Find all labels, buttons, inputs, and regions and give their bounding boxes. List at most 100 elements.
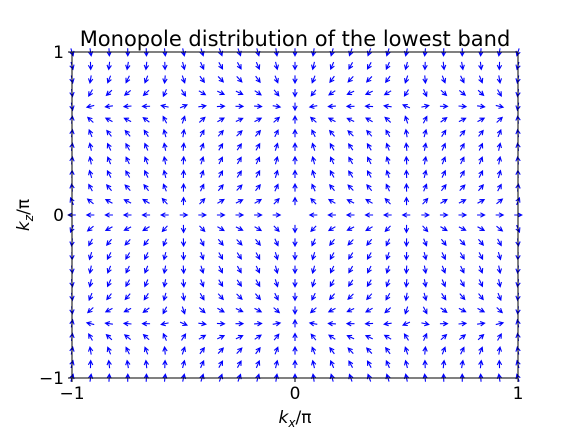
quiver-arrow [198,103,207,110]
quiver-arrow [348,360,354,368]
quiver-arrow [311,142,317,151]
quiver-arrow [236,239,243,246]
quiver-arrow [143,265,149,274]
quiver-arrow [122,212,132,218]
quiver-arrow [309,307,317,314]
quiver-arrow [329,346,335,355]
quiver-arrow [123,226,132,231]
quiver-arrow [180,169,187,179]
quiver-arrow [366,293,373,301]
quiver-arrow [292,61,298,71]
quiver-arrow [329,265,335,274]
quiver-arrow [255,279,261,288]
quiver-arrow [143,61,150,71]
quiver-arrow [236,252,242,260]
quiver-arrow [422,128,428,138]
quiver-arrow [273,359,279,369]
quiver-arrow [236,184,243,191]
quiver-arrow [162,169,168,179]
quiver-arrow [162,238,168,247]
quiver-arrow [254,226,263,232]
quiver-arrow [162,75,168,85]
quiver-arrow [421,212,431,218]
quiver-arrow [85,321,95,327]
quiver-arrow [385,252,391,261]
quiver-arrow [345,103,355,110]
x-axis-label: kx/π [279,408,312,430]
quiver-arrow [162,89,168,98]
quiver-arrow [422,292,428,302]
quiver-arrow [159,212,169,218]
quiver-arrow [236,347,243,354]
quiver-arrow [422,265,428,275]
quiver-arrow [218,156,223,165]
y-tick-label: 0 [53,206,64,226]
quiver-arrow [273,61,279,71]
quiver-arrow [273,129,279,138]
quiver-arrow [273,183,279,192]
quiver-arrow [385,142,391,151]
quiver-arrow [329,169,335,178]
quiver-arrow [292,89,298,98]
quiver-arrow [346,307,355,313]
quiver-arrow [440,198,448,204]
quiver-arrow [311,155,317,165]
quiver-arrow [142,333,150,341]
quiver-arrow [236,360,242,368]
quiver-arrow [125,346,131,355]
quiver-arrow [217,347,225,354]
quiver-arrow [273,75,279,84]
quiver-arrow [403,142,410,151]
quiver-arrow [236,156,242,165]
quiver-arrow [104,199,113,204]
quiver-arrow [273,197,280,205]
quiver-arrow [364,212,374,218]
quiver-arrow [106,75,112,84]
quiver-arrow [365,76,373,83]
quiver-arrow [366,279,372,288]
quiver-arrow [255,169,261,178]
quiver-arrow [328,293,336,301]
quiver-arrow [459,61,465,71]
quiver-arrow [441,156,447,165]
quiver-arrow [440,61,447,71]
quiver-arrow [496,345,503,355]
quiver-arrow [236,293,243,300]
quiver-arrow [292,142,298,151]
quiver-arrow [365,347,373,354]
quiver-arrow [142,307,150,313]
quiver-arrow [365,226,373,232]
quiver-arrow [345,212,355,218]
quiver-arrow [180,196,187,206]
quiver-arrow [162,142,168,151]
quiver-arrow [273,142,279,151]
quiver-arrow [292,102,298,112]
quiver-arrow [254,103,263,110]
quiver-arrow [122,103,132,109]
quiver-arrow [441,279,447,288]
quiver-arrow [441,346,447,355]
quiver-arrow [459,265,465,274]
quiver-arrow [404,306,410,315]
quiver-arrow [292,224,298,234]
quiver-arrow [478,129,484,137]
quiver-arrow [329,252,335,261]
quiver-arrow [255,75,261,84]
quiver-arrow [104,307,113,313]
quiver-arrow [218,169,224,178]
quiver-arrow [496,128,502,138]
quiver-arrow [218,252,224,261]
y-tick-label: −1 [39,369,64,389]
quiver-arrow [216,103,226,110]
quiver-arrow [254,129,262,137]
quiver-arrow [348,170,354,178]
quiver-arrow [179,321,189,327]
quiver-arrow [217,129,224,137]
quiver-arrow [254,212,263,218]
quiver-arrow [180,115,186,124]
quiver-arrow [125,359,131,369]
quiver-arrow [235,307,244,313]
quiver-arrow [458,334,467,341]
quiver-arrow [329,61,335,71]
quiver-arrow [180,142,187,151]
